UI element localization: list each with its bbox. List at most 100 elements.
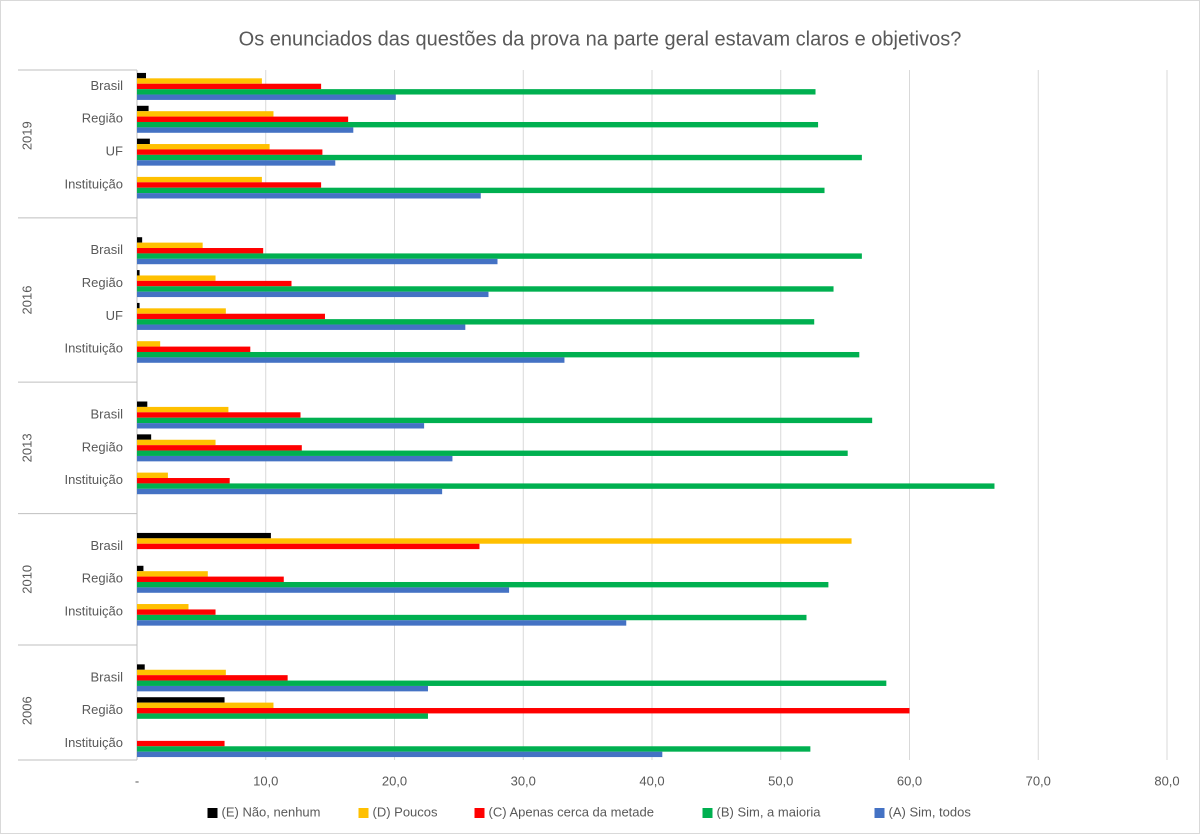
bar (137, 478, 230, 484)
bar (137, 341, 161, 347)
y-tick-label: Região (82, 571, 123, 586)
legend-swatch (702, 808, 713, 818)
group-label: 2019 (19, 121, 34, 150)
bar (137, 302, 140, 309)
y-tick-label: UF (106, 308, 123, 323)
bar (137, 483, 995, 489)
x-tick-label: 30,0 (511, 773, 536, 788)
bar (137, 746, 811, 752)
bar (137, 193, 481, 199)
bar (137, 439, 216, 446)
y-tick-label: Brasil (90, 669, 123, 684)
legend-swatch (474, 808, 485, 818)
x-tick-label: - (135, 773, 139, 788)
y-tick-label: Região (82, 439, 123, 454)
chart-title: Os enunciados das questões da prova na p… (239, 28, 962, 50)
bar (137, 669, 226, 676)
bar (137, 685, 428, 692)
bar (137, 351, 860, 358)
y-tick-label: UF (106, 144, 123, 159)
x-tick-label: 60,0 (897, 773, 922, 788)
x-tick-label: 20,0 (382, 773, 407, 788)
bar (137, 138, 150, 145)
bar (137, 116, 349, 122)
x-tick-label: 50,0 (768, 773, 793, 788)
bar (137, 609, 216, 615)
y-tick-label: Brasil (90, 242, 123, 257)
y-tick-label: Instituição (64, 735, 123, 750)
bar (137, 488, 443, 495)
bar (137, 357, 565, 363)
bar (137, 308, 226, 314)
bar (137, 581, 829, 588)
bar (137, 242, 203, 249)
y-tick-label: Instituição (64, 176, 123, 191)
bar (137, 423, 425, 429)
bar (137, 587, 510, 593)
bar (137, 740, 225, 747)
bar (137, 417, 873, 424)
bar (137, 751, 663, 758)
bar (137, 708, 910, 714)
bar (137, 253, 862, 259)
bar (137, 664, 145, 670)
bar (137, 89, 816, 95)
bar (137, 313, 325, 320)
group-label: 2010 (19, 565, 34, 594)
bar (137, 160, 336, 166)
bar (137, 702, 274, 709)
bar (137, 538, 852, 544)
group-label: 2016 (19, 286, 34, 315)
bar (137, 154, 862, 161)
group-label: 2013 (19, 433, 34, 462)
bar (137, 275, 216, 281)
bar (137, 614, 807, 621)
bar (137, 455, 453, 462)
y-tick-label: Brasil (90, 78, 123, 93)
legend-label: (C) Apenas cerca da metade (489, 804, 654, 819)
x-tick-label: 40,0 (639, 773, 664, 788)
bar (137, 121, 819, 128)
bar (137, 94, 396, 100)
y-tick-label: Região (82, 275, 123, 290)
legend-swatch (358, 808, 369, 818)
bar (137, 713, 428, 719)
bar (137, 286, 834, 292)
bar (137, 105, 149, 112)
group-label: 2006 (19, 696, 34, 725)
legend-label: (D) Poucos (373, 804, 439, 819)
x-tick-label: 10,0 (253, 773, 278, 788)
bar (137, 346, 251, 352)
bar (137, 144, 270, 150)
bar (137, 571, 208, 577)
y-tick-label: Região (82, 702, 123, 717)
bar (137, 280, 292, 287)
bar (137, 576, 284, 582)
bar (137, 675, 288, 681)
bar (137, 604, 189, 610)
bar (137, 445, 302, 451)
bar (137, 248, 264, 254)
x-tick-label: 80,0 (1154, 773, 1179, 788)
legend-swatch (207, 808, 218, 818)
y-tick-label: Instituição (64, 604, 123, 619)
y-tick-label: Brasil (90, 538, 123, 553)
bar (137, 412, 301, 418)
legend-label: (A) Sim, todos (889, 804, 972, 819)
bar (137, 565, 144, 572)
y-tick-label: Instituição (64, 472, 123, 487)
bar (137, 176, 262, 183)
legend-swatch (874, 808, 885, 818)
bar (137, 291, 489, 298)
y-tick-label: Instituição (64, 341, 123, 356)
bar (137, 620, 627, 626)
y-tick-label: Brasil (90, 406, 123, 421)
x-tick-label: 70,0 (1026, 773, 1051, 788)
bar (137, 406, 229, 413)
bar (137, 680, 887, 686)
bar (137, 401, 148, 407)
bar (137, 319, 815, 325)
bar (137, 324, 466, 330)
legend-label: (E) Não, nenhum (222, 804, 321, 819)
